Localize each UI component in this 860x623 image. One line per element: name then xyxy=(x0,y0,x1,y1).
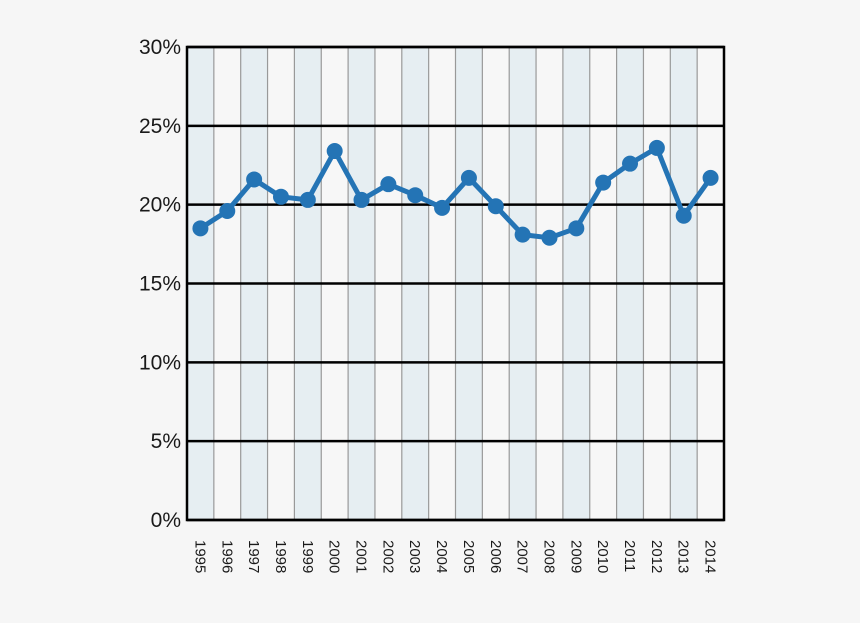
x-tick-label: 1997 xyxy=(245,540,262,573)
x-tick-label: 2008 xyxy=(540,540,557,573)
x-tick-label: 2009 xyxy=(567,540,584,573)
data-point-1999 xyxy=(299,191,316,208)
series-group xyxy=(192,139,719,246)
x-tick-label: 1995 xyxy=(191,540,208,573)
plot-frame xyxy=(185,45,726,522)
data-point-2005 xyxy=(460,169,477,186)
data-point-1996 xyxy=(219,202,236,219)
y-tick-label: 0% xyxy=(151,509,181,532)
x-tick-label: 2002 xyxy=(379,540,396,573)
data-point-2004 xyxy=(434,199,451,216)
x-tick-label: 1998 xyxy=(272,540,289,573)
x-tick-label: 1996 xyxy=(218,540,235,573)
data-point-1995 xyxy=(192,220,209,237)
x-tick-label: 2006 xyxy=(487,540,504,573)
x-tick-label: 2003 xyxy=(406,540,423,573)
x-tick-label: 2012 xyxy=(648,540,665,573)
y-tick-label: 10% xyxy=(139,351,181,374)
y-tick-label: 30% xyxy=(139,36,181,59)
data-point-2011 xyxy=(622,155,639,172)
y-tick-label: 20% xyxy=(139,194,181,217)
data-point-2012 xyxy=(648,139,665,156)
x-tick-label: 2013 xyxy=(675,540,692,573)
data-point-2008 xyxy=(541,229,558,246)
x-tick-label: 1999 xyxy=(299,540,316,573)
data-point-2001 xyxy=(353,191,370,208)
x-tick-label: 2014 xyxy=(702,540,719,573)
x-tick-label: 2007 xyxy=(514,540,531,573)
x-tick-label: 2011 xyxy=(621,540,638,572)
data-point-2006 xyxy=(487,198,504,215)
y-tick-label: 15% xyxy=(139,273,181,296)
x-tick-label: 2010 xyxy=(594,540,611,573)
x-tick-label: 2004 xyxy=(433,540,450,573)
data-point-1998 xyxy=(272,188,289,205)
data-point-2007 xyxy=(514,226,531,243)
data-point-2003 xyxy=(407,187,424,204)
y-tick-label: 25% xyxy=(139,115,181,138)
y-axis-ticks: 0% 5% 10% 15% 20% 25% 30% xyxy=(139,36,181,532)
data-point-2014 xyxy=(702,169,719,186)
data-point-2013 xyxy=(675,207,692,224)
data-point-2000 xyxy=(326,143,343,160)
data-point-2009 xyxy=(568,220,585,237)
x-tick-label: 2005 xyxy=(460,540,477,573)
data-point-2002 xyxy=(380,176,397,193)
y-tick-label: 5% xyxy=(151,430,181,453)
x-tick-label: 2000 xyxy=(326,540,343,573)
data-point-1997 xyxy=(246,171,263,188)
x-axis-ticks: 1995 1996 1997 1998 1999 2000 2001 2002 2003 2004… xyxy=(191,540,718,573)
data-point-2010 xyxy=(595,174,612,191)
x-tick-label: 2001 xyxy=(353,540,370,573)
